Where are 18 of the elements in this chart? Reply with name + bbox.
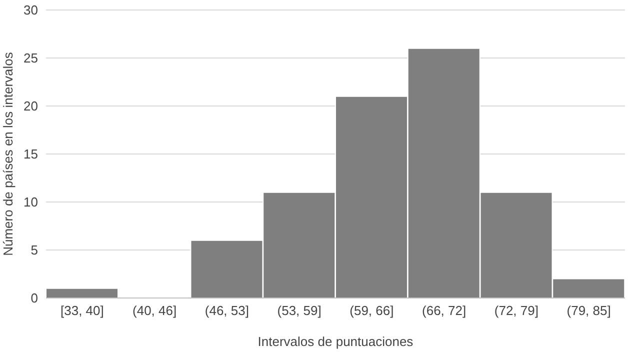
x-tick-label: (40, 46] [132, 303, 177, 318]
x-tick-label: [33, 40] [60, 303, 104, 318]
y-tick-label: 10 [24, 194, 38, 210]
x-tick-label: (72, 79] [494, 303, 538, 318]
x-tick-label: (53, 59] [277, 303, 322, 318]
y-tick-label: 20 [24, 98, 38, 114]
y-tick-label: 0 [30, 290, 38, 306]
x-axis-title: Intervalos de puntuaciones [258, 334, 414, 349]
y-tick-label: 25 [24, 50, 38, 66]
bar [46, 288, 118, 298]
y-tick-label: 30 [24, 2, 38, 18]
y-axis-title: Número de países en los intervalos [0, 52, 16, 256]
x-tick-label: (46, 53] [204, 303, 249, 318]
x-tick-label: (79, 85] [566, 303, 611, 318]
x-tick-label: (59, 66] [350, 303, 394, 318]
x-tick-label: (66, 72] [422, 303, 466, 318]
y-tick-label: 5 [30, 242, 38, 258]
y-tick-label: 15 [24, 146, 38, 162]
